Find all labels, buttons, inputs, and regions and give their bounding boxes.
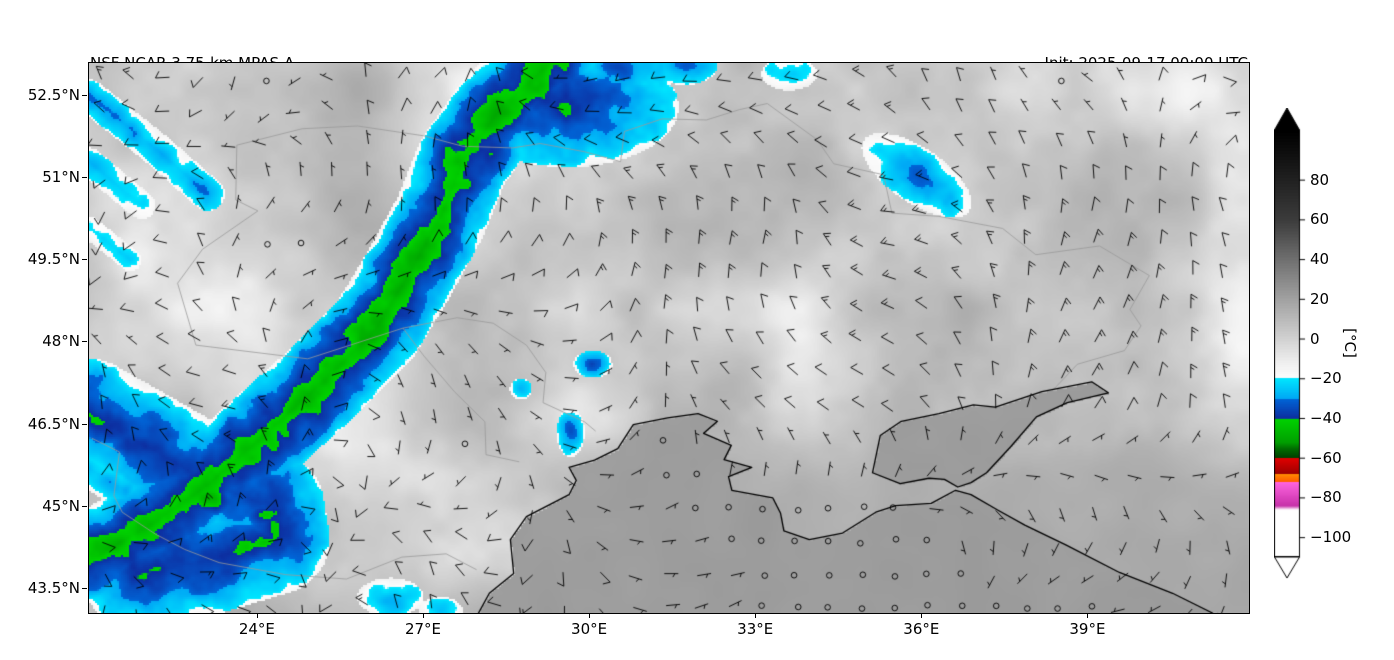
colorbar-tick-label: −100 <box>1310 528 1352 547</box>
y-tick-mark <box>82 341 87 343</box>
y-tick-label: 46.5°N <box>27 414 80 433</box>
x-tick-mark <box>921 613 923 618</box>
x-tick-label: 30°E <box>571 620 608 638</box>
x-tick-mark <box>1087 613 1089 618</box>
x-tick-mark <box>755 613 757 618</box>
x-tick-mark <box>589 613 591 618</box>
y-tick-mark <box>82 259 87 261</box>
colorbar-tick-label: −20 <box>1310 369 1342 388</box>
colorbar-tick-label: 80 <box>1310 170 1330 189</box>
y-tick-mark <box>82 587 87 589</box>
x-tick-label: 36°E <box>903 620 940 638</box>
colorbar-tick-label: −40 <box>1310 408 1342 427</box>
colorbar-unit-label: [°C] <box>1341 328 1359 358</box>
x-tick-label: 33°E <box>737 620 774 638</box>
y-tick-label: 52.5°N <box>27 85 80 104</box>
y-tick-mark <box>82 177 87 179</box>
y-tick-mark <box>82 505 87 507</box>
colorbar-tick-label: 0 <box>1310 329 1320 348</box>
x-tick-label: 27°E <box>404 620 442 638</box>
colorbar-tick-label: 60 <box>1310 210 1330 229</box>
y-tick-mark <box>82 94 87 96</box>
colorbar-tick-label: −60 <box>1310 448 1342 467</box>
map-canvas <box>89 63 1249 613</box>
colorbar-canvas <box>1274 108 1308 579</box>
colorbar-tick-label: 40 <box>1310 250 1330 269</box>
y-tick-label: 48°N <box>42 332 80 351</box>
y-tick-label: 49.5°N <box>27 250 80 269</box>
y-tick-label: 51°N <box>42 168 80 187</box>
y-tick-mark <box>82 423 87 425</box>
x-tick-mark <box>422 613 424 618</box>
x-tick-label: 24°E <box>238 620 275 638</box>
x-tick-label: 39°E <box>1069 620 1106 638</box>
x-tick-mark <box>256 613 258 618</box>
y-tick-label: 45°N <box>42 496 80 515</box>
map-plot <box>88 62 1250 614</box>
colorbar-tick-label: 20 <box>1310 289 1330 308</box>
colorbar-tick-label: −80 <box>1310 488 1342 507</box>
y-tick-label: 43.5°N <box>27 578 80 597</box>
